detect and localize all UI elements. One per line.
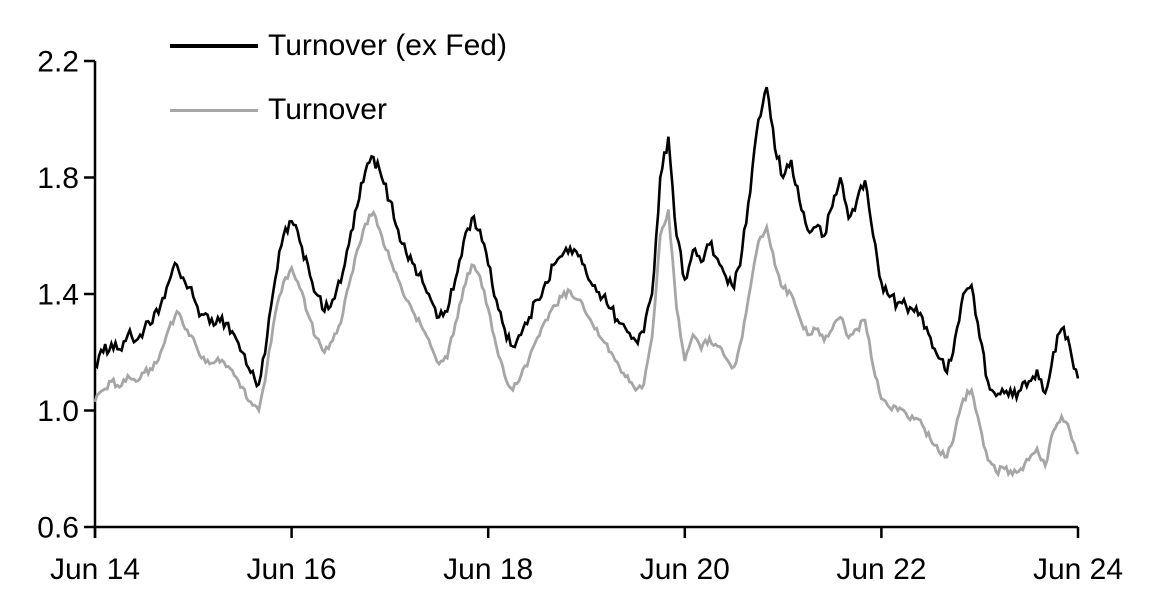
y-tick-label: 2.2 xyxy=(37,46,79,79)
series-line-turnover-ex-fed xyxy=(93,86,1080,404)
x-tick-label: Jun 16 xyxy=(247,553,337,586)
x-tick-label: Jun 14 xyxy=(50,553,140,586)
series-line-turnover xyxy=(93,209,1080,478)
y-tick-label: 0.6 xyxy=(37,512,79,545)
y-tick-label: 1.4 xyxy=(37,279,79,312)
legend-item-turnover: Turnover xyxy=(170,92,507,128)
x-tick-label: Jun 24 xyxy=(1033,553,1123,586)
legend-line-sample-gray xyxy=(170,108,258,112)
legend-label: Turnover xyxy=(268,93,387,126)
x-tick-label: Jun 18 xyxy=(443,553,533,586)
y-tick-label: 1.0 xyxy=(37,395,79,428)
x-tick-label: Jun 20 xyxy=(640,553,730,586)
x-tick-label: Jun 22 xyxy=(836,553,926,586)
legend-item-turnover-ex-fed: Turnover (ex Fed) xyxy=(170,28,507,64)
y-tick-label: 1.8 xyxy=(37,162,79,195)
chart-legend: Turnover (ex Fed) Turnover xyxy=(170,28,507,156)
legend-label: Turnover (ex Fed) xyxy=(268,29,507,62)
legend-line-sample-black xyxy=(170,44,258,48)
